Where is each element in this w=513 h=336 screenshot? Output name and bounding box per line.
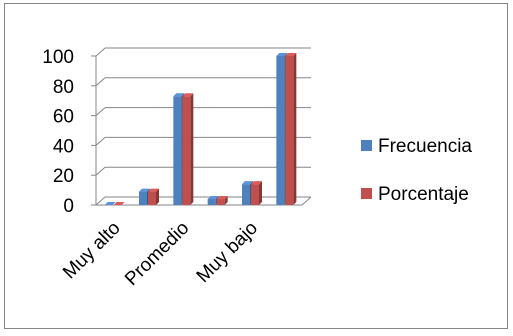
y-tick-label: 80 bbox=[53, 77, 74, 98]
bar-top bbox=[251, 181, 262, 185]
bar-side bbox=[293, 53, 297, 205]
legend-label-porcentaje: Porcentaje bbox=[378, 184, 469, 205]
gridline-depth bbox=[95, 77, 106, 87]
y-tick-label: 40 bbox=[53, 136, 74, 157]
bar-porcentaje bbox=[148, 191, 156, 205]
bar-top bbox=[104, 202, 116, 205]
bar-side bbox=[224, 196, 228, 205]
gridline-depth bbox=[95, 137, 106, 146]
gridline-depth bbox=[95, 107, 106, 116]
y-axis-ticks: 0 20 40 60 80 100 bbox=[42, 47, 96, 217]
bar-top bbox=[276, 53, 288, 56]
bar-top bbox=[148, 188, 159, 192]
x-tick-label: Promedio bbox=[121, 218, 193, 290]
y-tick-label: 60 bbox=[53, 107, 74, 128]
legend-swatch-frecuencia bbox=[361, 140, 372, 151]
legend-swatch-porcentaje bbox=[361, 188, 372, 199]
bar-top bbox=[139, 188, 150, 192]
bar-porcentaje bbox=[251, 184, 259, 205]
bar-top bbox=[113, 202, 125, 205]
bar-frecuencia bbox=[207, 199, 216, 205]
legend-label-frecuencia: Frecuencia bbox=[378, 136, 472, 157]
bar-frecuencia bbox=[173, 96, 182, 205]
bar-top bbox=[173, 93, 185, 97]
bar-top bbox=[207, 196, 219, 200]
bar-frecuencia bbox=[139, 191, 147, 205]
x-tick-label: Muy bajo bbox=[193, 218, 262, 287]
bar-side bbox=[259, 181, 262, 205]
bar-top bbox=[182, 93, 194, 97]
bar-side bbox=[190, 93, 194, 205]
chart-frame bbox=[4, 3, 508, 329]
axes bbox=[95, 56, 312, 206]
bar-frecuencia bbox=[242, 184, 250, 205]
bars bbox=[104, 53, 297, 205]
bar-top bbox=[242, 181, 253, 185]
bar-top bbox=[216, 196, 228, 200]
bar-porcentaje bbox=[285, 56, 294, 205]
x-tick-label: Muy alto bbox=[59, 218, 125, 284]
gridline-depth bbox=[95, 47, 106, 57]
y-tick-label: 20 bbox=[53, 166, 74, 187]
bar-side bbox=[156, 188, 159, 205]
x-axis-depth bbox=[301, 196, 312, 206]
bar-porcentaje bbox=[182, 96, 191, 205]
gridline-depth bbox=[95, 196, 106, 206]
bar-frecuencia bbox=[276, 56, 285, 205]
y-tick-label: 0 bbox=[63, 196, 74, 217]
bar-porcentaje bbox=[216, 199, 225, 205]
legend: Frecuencia Porcentaje bbox=[361, 136, 472, 205]
bar-top bbox=[285, 53, 297, 56]
gridline-depth bbox=[95, 166, 106, 176]
y-tick-label: 100 bbox=[42, 47, 74, 68]
